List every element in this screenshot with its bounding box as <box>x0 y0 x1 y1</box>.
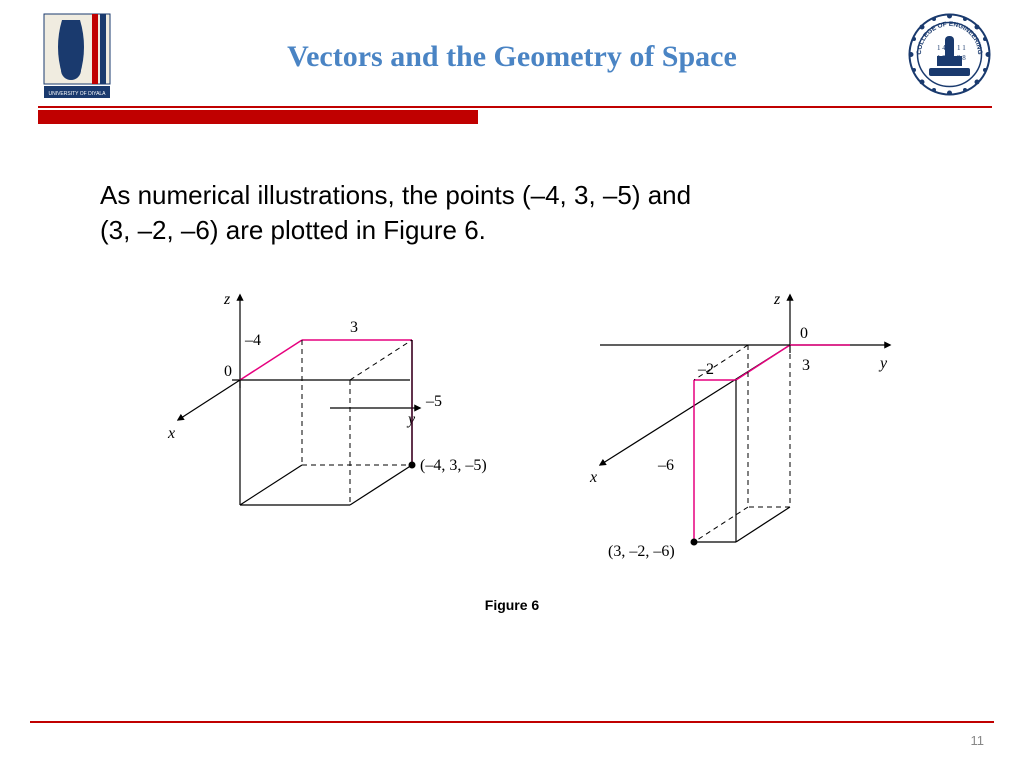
slide-title: Vectors and the Geometry of Space <box>0 40 1024 74</box>
footer-rule <box>30 721 994 723</box>
svg-text:3: 3 <box>350 319 358 336</box>
svg-text:–6: –6 <box>657 457 674 474</box>
svg-text:(–4, 3, –5): (–4, 3, –5) <box>420 457 487 474</box>
svg-text:–2: –2 <box>697 361 714 378</box>
svg-text:x: x <box>589 469 597 486</box>
svg-text:(3, –2, –6): (3, –2, –6) <box>608 543 675 560</box>
page-number: 11 <box>971 733 985 748</box>
text-line-1: As numerical illustrations, the points (… <box>100 180 691 210</box>
svg-text:x: x <box>167 425 175 442</box>
text-line-2: (3, –2, –6) are plotted in Figure 6. <box>100 215 486 245</box>
svg-text:z: z <box>773 291 781 308</box>
svg-text:z: z <box>223 291 231 308</box>
header-rule-thick <box>38 110 478 124</box>
figure-caption: Figure 6 <box>0 597 1024 613</box>
svg-text:0: 0 <box>800 325 808 342</box>
svg-text:y: y <box>406 411 416 428</box>
header-rule-thin <box>38 106 992 108</box>
svg-text:–4: –4 <box>244 332 261 349</box>
body-text: As numerical illustrations, the points (… <box>100 178 691 248</box>
svg-text:y: y <box>878 355 888 372</box>
slide-header: UNIVERSITY OF DIYALA COLLEGE OF ENGINEER… <box>0 0 1024 105</box>
svg-text:3: 3 <box>802 357 810 374</box>
svg-text:UNIVERSITY OF DIYALA: UNIVERSITY OF DIYALA <box>48 91 106 97</box>
svg-text:–5: –5 <box>425 393 442 410</box>
svg-text:0: 0 <box>224 363 232 380</box>
figure-6-diagrams: z y x 0 –4 3 –5 <box>0 280 1024 630</box>
